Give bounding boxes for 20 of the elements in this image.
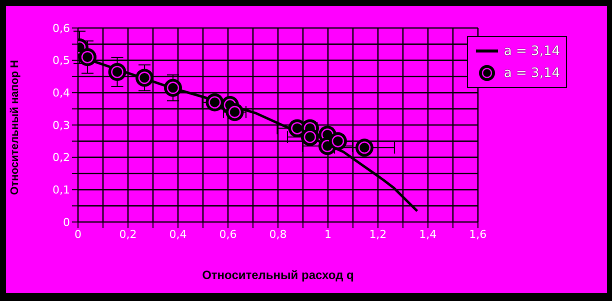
y-tick-label: 0,4 (52, 86, 70, 100)
x-tick-label: 1,6 (469, 228, 487, 241)
y-tick-label: 0,2 (52, 151, 70, 164)
y-tick-label: 0,3 (52, 118, 70, 132)
x-tick-label: 1,4 (419, 228, 437, 241)
y-tick-label: 0,1 (52, 184, 70, 197)
x-tick-label: 0,2 (119, 228, 137, 241)
legend-label: a = 3,14 (504, 44, 560, 58)
x-tick-label: 1 (324, 228, 332, 241)
x-axis-title: Относительный расход q (202, 268, 354, 282)
y-tick-label: 0 (63, 216, 70, 229)
x-tick-label: 0,6 (219, 228, 237, 241)
x-tick-label: 0 (74, 228, 82, 241)
x-tick-label: 0,8 (269, 228, 287, 241)
y-axis-title: Относительный напор H (8, 60, 21, 195)
y-tick-label: 0,5 (52, 54, 70, 68)
x-tick-label: 0,4 (169, 228, 187, 241)
legend-label: a = 3,14 (504, 66, 560, 80)
y-tick-label: 0,6 (52, 22, 70, 35)
x-tick-label: 1,2 (369, 228, 387, 241)
